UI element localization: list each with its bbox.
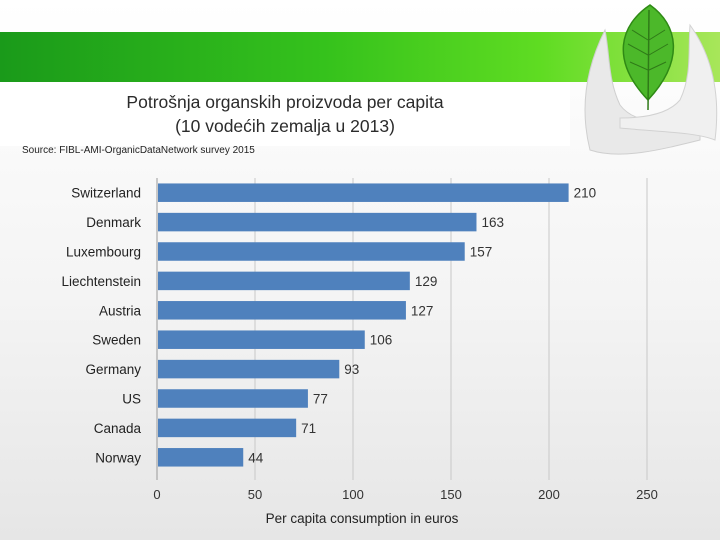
value-label-3: 129 bbox=[415, 274, 438, 289]
x-axis-label: Per capita consumption in euros bbox=[266, 511, 459, 526]
bar-6 bbox=[158, 359, 340, 379]
value-label-6: 93 bbox=[344, 362, 359, 377]
category-label-9: Norway bbox=[95, 450, 141, 465]
x-tick-label-5: 250 bbox=[636, 487, 658, 502]
x-tick-label-3: 150 bbox=[440, 487, 462, 502]
x-tick-label-0: 0 bbox=[153, 487, 160, 502]
bar-1 bbox=[158, 212, 477, 232]
bar-4 bbox=[158, 301, 406, 320]
bar-7 bbox=[158, 389, 308, 408]
category-label-0: Switzerland bbox=[71, 186, 141, 201]
chart-title: Potrošnja organskih proizvoda per capita… bbox=[0, 90, 570, 138]
value-label-7: 77 bbox=[313, 392, 328, 407]
category-label-5: Sweden bbox=[92, 333, 141, 348]
category-label-7: US bbox=[122, 392, 141, 407]
value-label-9: 44 bbox=[248, 450, 264, 465]
category-label-4: Austria bbox=[99, 303, 142, 318]
category-label-8: Canada bbox=[94, 421, 142, 436]
value-label-0: 210 bbox=[574, 186, 597, 201]
value-label-4: 127 bbox=[411, 303, 434, 318]
hands-leaf-icon bbox=[584, 4, 718, 155]
category-label-3: Liechtenstein bbox=[61, 274, 141, 289]
value-label-8: 71 bbox=[301, 421, 316, 436]
bar-3 bbox=[158, 271, 410, 291]
value-label-1: 163 bbox=[481, 215, 504, 230]
bar-0 bbox=[158, 183, 569, 202]
bar-5 bbox=[158, 330, 365, 349]
title-panel bbox=[0, 82, 570, 146]
bar-9 bbox=[158, 448, 244, 467]
bar-8 bbox=[158, 418, 297, 438]
x-tick-label-4: 200 bbox=[538, 487, 560, 502]
chart-source: Source: FIBL-AMI-OrganicDataNetwork surv… bbox=[22, 145, 255, 156]
value-label-2: 157 bbox=[470, 245, 493, 260]
category-label-1: Denmark bbox=[86, 215, 141, 230]
bar-2 bbox=[158, 242, 465, 261]
chart-title-line-1: Potrošnja organskih proizvoda per capita bbox=[126, 92, 444, 112]
x-tick-label-1: 50 bbox=[248, 487, 262, 502]
category-label-6: Germany bbox=[85, 362, 141, 377]
category-label-2: Luxembourg bbox=[66, 245, 141, 260]
chart-title-line-2: (10 vodećih zemalja u 2013) bbox=[175, 116, 395, 136]
x-tick-label-2: 100 bbox=[342, 487, 364, 502]
value-label-5: 106 bbox=[370, 333, 393, 348]
